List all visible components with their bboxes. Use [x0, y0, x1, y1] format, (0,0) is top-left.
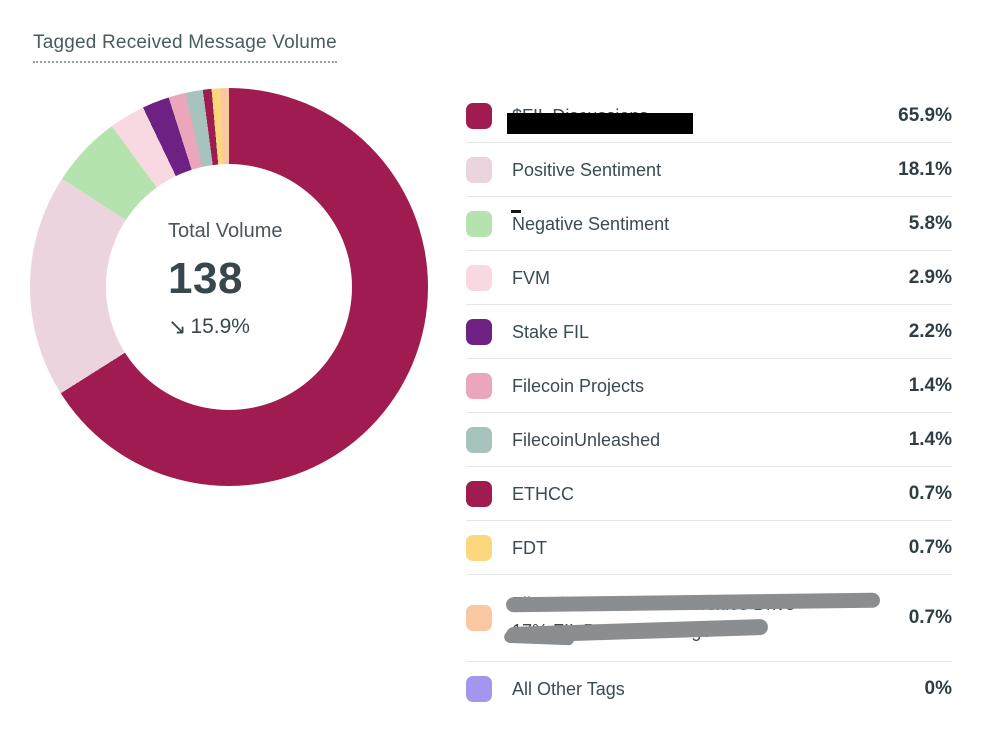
- legend-label-text: All Other Tags: [512, 679, 625, 699]
- legend-swatch: [466, 102, 492, 129]
- legend-row[interactable]: ETHCC 0.7%: [466, 467, 952, 521]
- legend-label: Stake FIL: [512, 320, 589, 344]
- legend-percent: 0.7%: [908, 482, 952, 504]
- donut-hole: [106, 164, 352, 410]
- legend-swatch: [466, 605, 492, 631]
- legend-swatch: [466, 318, 492, 345]
- legend-label: Filecoin Powered Universities Drive17% F…: [505, 591, 881, 645]
- legend-label: ETHCC: [512, 482, 574, 506]
- legend-label-line2: 17% FIL Promo Package: [505, 618, 795, 645]
- legend-row[interactable]: FilecoinUnleashed 1.4%: [466, 413, 952, 467]
- legend-percent: 18.1%: [898, 158, 952, 180]
- legend-percent: 2.9%: [908, 266, 952, 288]
- legend-label-text: Stake FIL: [512, 321, 590, 342]
- legend-label: FDT: [512, 536, 547, 560]
- legend-label: Filecoin Projects: [512, 374, 644, 398]
- legend-percent: 0.7%: [908, 607, 952, 628]
- legend-swatch: [466, 676, 492, 702]
- legend-row[interactable]: FVM 2.9%: [466, 251, 952, 305]
- legend-row[interactable]: Filecoin Powered Universities Drive17% F…: [466, 575, 952, 662]
- legend-row[interactable]: All Other Tags 0%: [466, 662, 952, 716]
- legend-percent: 0%: [924, 678, 952, 699]
- legend-percent: 1.4%: [908, 374, 952, 396]
- legend-percent: 5.8%: [908, 212, 952, 234]
- legend-label-text: ETHCC: [512, 483, 574, 504]
- legend-row[interactable]: Stake FIL 2.2%: [466, 305, 952, 359]
- legend-swatch: [466, 480, 492, 507]
- legend-label: $FIL Discussions: [507, 104, 693, 134]
- redaction-scribble: [505, 592, 881, 613]
- legend-percent: 2.2%: [908, 320, 952, 342]
- legend-percent: 1.4%: [908, 428, 952, 450]
- legend-label-text: FDT: [512, 537, 547, 558]
- legend-row[interactable]: $FIL Discussions 65.9%: [466, 89, 952, 143]
- legend-swatch: [466, 156, 492, 183]
- legend-label-text: Negative Sentiment: [512, 213, 670, 234]
- legend-swatch: [466, 426, 492, 453]
- legend-swatch: [466, 372, 492, 399]
- redaction-bar: [507, 112, 693, 134]
- legend-label-line1: Filecoin Powered Universities Drive: [505, 591, 881, 618]
- legend-swatch: [466, 534, 492, 561]
- chart-title[interactable]: Tagged Received Message Volume: [33, 32, 337, 63]
- legend-row[interactable]: Positive Sentiment 18.1%: [466, 143, 952, 197]
- legend-label: Negative Sentiment: [511, 209, 670, 236]
- legend-label: Positive Sentiment: [512, 158, 661, 182]
- legend: $FIL Discussions 65.9% Positive Sentiment 1…: [466, 89, 952, 716]
- donut-chart[interactable]: Total Volume 138 ↘ 15.9%: [30, 88, 428, 486]
- total-volume-value: 138: [168, 254, 243, 303]
- donut-center: Total Volume 138 ↘ 15.9%: [168, 220, 283, 339]
- legend-row[interactable]: Filecoin Projects 1.4%: [466, 359, 952, 413]
- legend-label: All Other Tags: [512, 677, 625, 701]
- legend-label: FVM: [512, 266, 550, 290]
- legend-label-text: Filecoin Projects: [512, 375, 645, 396]
- trend-down-icon: ↘: [168, 314, 187, 339]
- volume-change: ↘ 15.9%: [168, 315, 283, 339]
- legend-percent: 65.9%: [898, 104, 952, 126]
- legend-percent: 0.7%: [908, 536, 952, 558]
- legend-swatch: [466, 210, 492, 237]
- legend-label-text: FilecoinUnleashed: [512, 429, 661, 450]
- legend-row[interactable]: Negative Sentiment 5.8%: [466, 197, 952, 251]
- change-percent: 15.9%: [190, 315, 250, 338]
- legend-label: FilecoinUnleashed: [512, 428, 660, 452]
- legend-row[interactable]: FDT 0.7%: [466, 521, 952, 575]
- redaction-mark: [511, 209, 521, 213]
- legend-swatch: [466, 264, 492, 291]
- total-volume-label: Total Volume: [168, 220, 283, 242]
- legend-label-text: FVM: [512, 267, 550, 288]
- legend-label-text: Positive Sentiment: [512, 159, 662, 180]
